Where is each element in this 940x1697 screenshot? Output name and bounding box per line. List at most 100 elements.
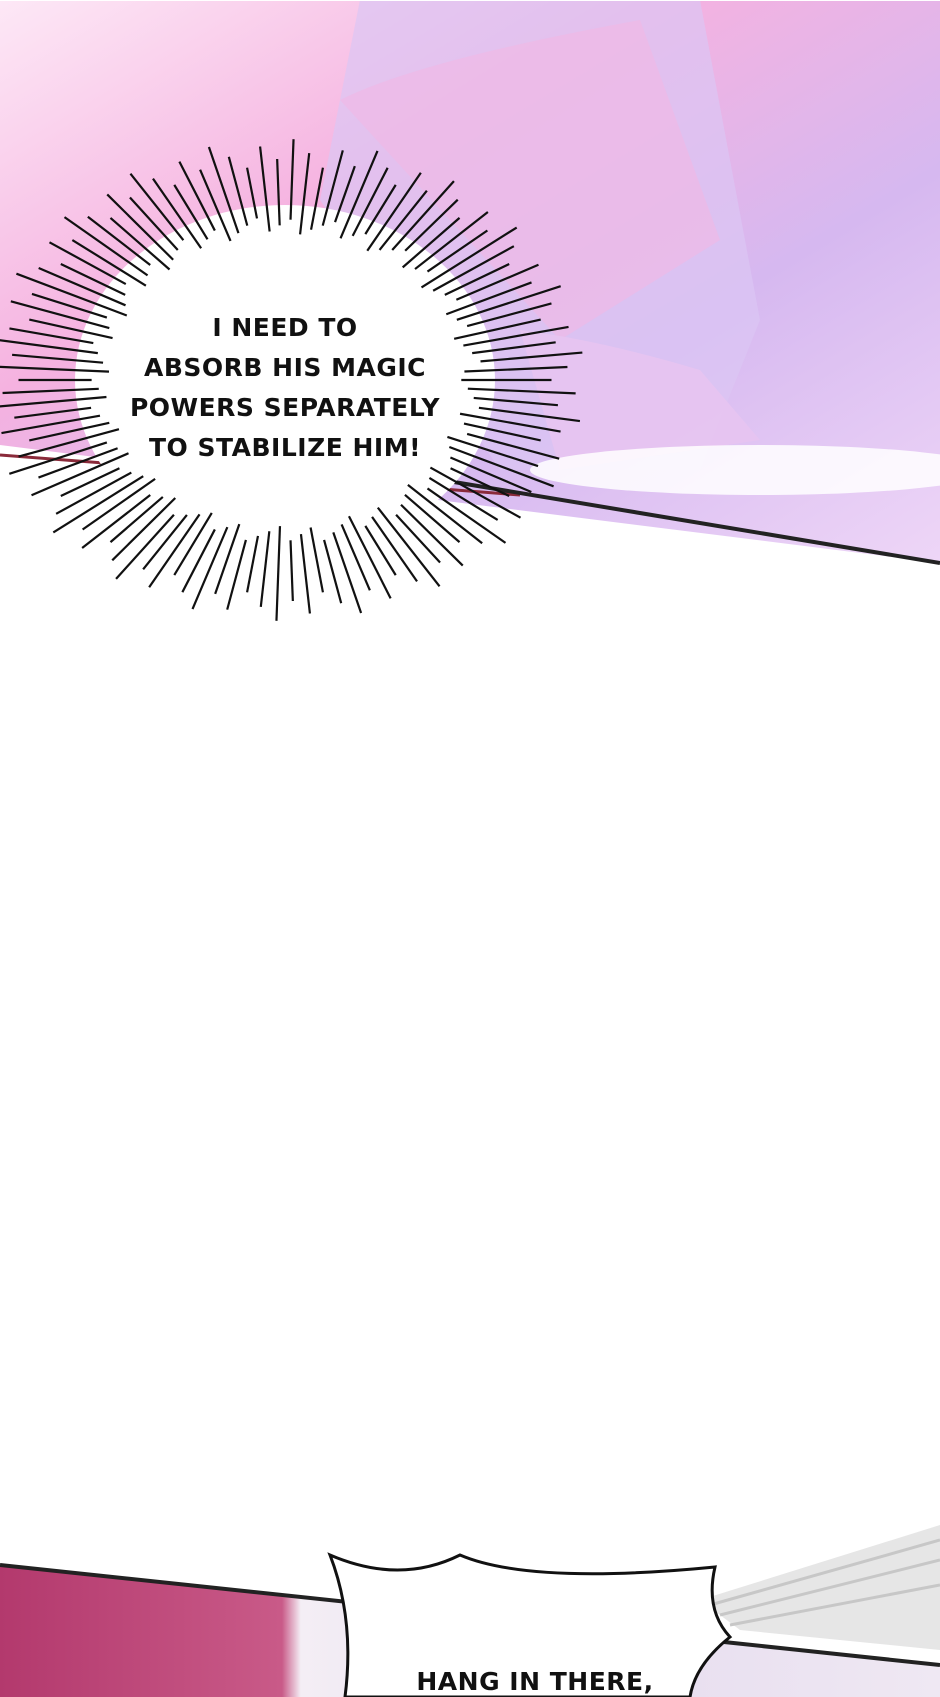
burst-ray — [364, 525, 397, 576]
burst-ray — [109, 217, 171, 271]
thought-bubble — [0, 139, 583, 621]
burst-ray — [60, 467, 120, 497]
burst-ray — [466, 432, 560, 460]
burst-ray — [14, 406, 92, 419]
burst-ray — [55, 471, 132, 515]
burst-ray — [404, 198, 459, 252]
burst-ray — [181, 528, 216, 593]
burst-ray — [459, 412, 561, 433]
burst-ray — [371, 516, 418, 583]
burst-ray — [18, 428, 120, 458]
burst-ray — [378, 189, 428, 251]
burst-ray — [10, 300, 110, 330]
burst-ray — [445, 281, 532, 316]
burst-ray — [455, 263, 539, 301]
burst-ray — [447, 435, 539, 468]
burst-ray — [444, 263, 510, 296]
burst-ray — [289, 540, 294, 602]
thought-line: TO STABILIZE HIM! — [149, 433, 421, 462]
burst-ray — [2, 387, 99, 395]
burst-ray — [298, 153, 311, 235]
burst-ray — [376, 506, 441, 587]
burst-ray — [456, 285, 562, 321]
burst-ray — [429, 466, 522, 519]
burst-ray — [480, 351, 583, 363]
burst-ray — [9, 327, 94, 345]
burst-ray — [332, 531, 363, 614]
burst-ray — [448, 445, 554, 488]
burst-ray — [38, 267, 126, 307]
burst-ray — [395, 513, 441, 564]
burst-ray — [148, 513, 201, 588]
burst-ray — [275, 526, 282, 621]
burst-ray — [407, 483, 483, 545]
burst-ray — [129, 173, 185, 241]
burst-ray — [1, 414, 101, 435]
burst-ray — [276, 158, 281, 226]
burst-ray — [364, 184, 397, 235]
burst-ray — [478, 406, 581, 423]
burst-ray — [453, 318, 541, 340]
speech-bubble-text: HANG IN THERE, — [370, 1667, 700, 1697]
burst-ray — [11, 353, 104, 364]
burst-ray — [391, 180, 455, 251]
burst-ray — [340, 523, 371, 591]
burst-ray — [466, 302, 552, 328]
burst-ray — [351, 167, 389, 237]
burst-ray — [109, 496, 164, 543]
burst-ray — [142, 514, 188, 571]
burst-ray — [309, 167, 325, 230]
burst-ray — [323, 539, 343, 604]
burst-ray — [48, 241, 127, 286]
burst-ray — [401, 217, 461, 269]
burst-ray — [199, 169, 232, 242]
burst-ray — [426, 229, 489, 273]
burst-fill — [75, 205, 495, 555]
burst-ray — [115, 513, 175, 580]
burst-ray — [414, 211, 489, 270]
burst-ray — [245, 535, 260, 593]
thought-line: I NEED TO — [212, 313, 358, 342]
burst-ray — [106, 193, 174, 261]
burst-ray — [191, 526, 229, 610]
burst-ray — [111, 497, 177, 562]
burst-ray — [472, 341, 556, 355]
burst-ray — [52, 475, 144, 534]
burst-ray — [449, 456, 532, 493]
burst-ray — [321, 150, 344, 226]
thought-bubble-text: I NEED TO ABSORB HIS MAGIC POWERS SEPARA… — [110, 308, 460, 468]
burst-ray — [227, 156, 249, 226]
burst-ray — [81, 494, 151, 549]
burst-ray — [400, 503, 464, 567]
burst-ray — [207, 146, 240, 234]
burst-ray — [0, 365, 110, 373]
burst-ray — [152, 177, 203, 249]
burst-ray — [178, 161, 216, 232]
burst-ray — [432, 245, 515, 292]
burst-ray — [464, 365, 568, 373]
burst-ray — [38, 447, 118, 479]
burst-ray — [214, 523, 241, 595]
burst-ray — [173, 512, 213, 576]
burst-ray — [60, 263, 126, 296]
burst-ray — [31, 452, 129, 497]
burst-ray — [426, 487, 507, 544]
burst-ray — [29, 318, 113, 340]
burst-ray — [467, 387, 576, 395]
burst-ray — [29, 421, 110, 442]
burst-ray — [289, 139, 295, 220]
burst-ray — [309, 527, 325, 593]
thought-line: ABSORB HIS MAGIC — [144, 353, 426, 382]
burst-ray — [420, 226, 518, 289]
burst-ray — [63, 216, 149, 277]
burst-ray — [333, 165, 356, 223]
burst-ray — [339, 150, 379, 239]
speech-bubble — [327, 1552, 733, 1697]
burst-ray — [8, 441, 108, 475]
burst-ray — [347, 515, 392, 599]
burst-ray — [81, 477, 156, 531]
burst-ray — [31, 292, 108, 319]
burst-ray — [450, 467, 510, 497]
burst-ray — [428, 476, 499, 521]
